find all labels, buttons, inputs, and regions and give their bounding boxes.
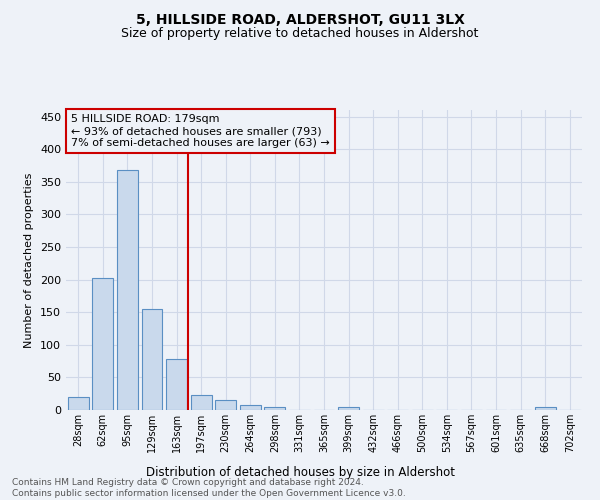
Y-axis label: Number of detached properties: Number of detached properties (25, 172, 34, 348)
Bar (68, 397, 89, 410)
Text: Contains HM Land Registry data © Crown copyright and database right 2024.
Contai: Contains HM Land Registry data © Crown c… (12, 478, 406, 498)
Bar (338, 406, 359, 410)
Bar (166, 359, 187, 410)
Bar (240, 405, 261, 410)
Bar (191, 395, 212, 410)
Bar (142, 309, 163, 410)
Bar (265, 406, 286, 410)
Bar (215, 400, 236, 410)
Bar (117, 170, 138, 410)
Bar (535, 408, 556, 410)
Text: 5 HILLSIDE ROAD: 179sqm
← 93% of detached houses are smaller (793)
7% of semi-de: 5 HILLSIDE ROAD: 179sqm ← 93% of detache… (71, 114, 330, 148)
Bar (92, 278, 113, 410)
Text: 5, HILLSIDE ROAD, ALDERSHOT, GU11 3LX: 5, HILLSIDE ROAD, ALDERSHOT, GU11 3LX (136, 12, 464, 26)
Text: Size of property relative to detached houses in Aldershot: Size of property relative to detached ho… (121, 28, 479, 40)
Text: Distribution of detached houses by size in Aldershot: Distribution of detached houses by size … (146, 466, 455, 479)
